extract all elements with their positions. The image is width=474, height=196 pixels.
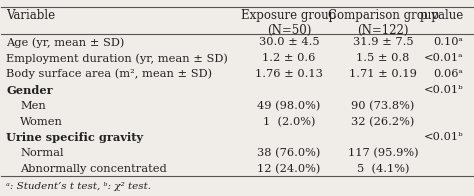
Text: 32 (26.2%): 32 (26.2%) xyxy=(351,117,415,127)
Text: Women: Women xyxy=(20,117,63,127)
Text: 1.2 ± 0.6: 1.2 ± 0.6 xyxy=(262,53,316,63)
Text: 1.71 ± 0.19: 1.71 ± 0.19 xyxy=(349,69,417,79)
Text: 90 (73.8%): 90 (73.8%) xyxy=(351,101,415,111)
Text: 30.0 ± 4.5: 30.0 ± 4.5 xyxy=(258,37,319,47)
Text: Abnormally concentrated: Abnormally concentrated xyxy=(20,164,167,174)
Text: 0.10ᵃ: 0.10ᵃ xyxy=(433,37,463,47)
Text: <0.01ᵇ: <0.01ᵇ xyxy=(423,85,463,95)
Text: <0.01ᵇ: <0.01ᵇ xyxy=(423,132,463,142)
Text: Exposure group
(N=50): Exposure group (N=50) xyxy=(241,9,337,37)
Text: Gender: Gender xyxy=(6,85,53,96)
Text: Normal: Normal xyxy=(20,148,64,158)
Text: Men: Men xyxy=(20,101,46,111)
Text: Employment duration (yr, mean ± SD): Employment duration (yr, mean ± SD) xyxy=(6,53,228,64)
Text: <0.01ᵃ: <0.01ᵃ xyxy=(424,53,463,63)
Text: 1.76 ± 0.13: 1.76 ± 0.13 xyxy=(255,69,323,79)
Text: 38 (76.0%): 38 (76.0%) xyxy=(257,148,320,159)
Text: 49 (98.0%): 49 (98.0%) xyxy=(257,101,320,111)
Text: Body surface area (m², mean ± SD): Body surface area (m², mean ± SD) xyxy=(6,69,212,79)
Text: 1  (2.0%): 1 (2.0%) xyxy=(263,117,315,127)
Text: 5  (4.1%): 5 (4.1%) xyxy=(357,164,410,175)
Text: Variable: Variable xyxy=(6,9,55,22)
Text: 31.9 ± 7.5: 31.9 ± 7.5 xyxy=(353,37,413,47)
Text: 1.5 ± 0.8: 1.5 ± 0.8 xyxy=(356,53,410,63)
Text: Comparison group
(N=122): Comparison group (N=122) xyxy=(328,9,438,37)
Text: 0.06ᵃ: 0.06ᵃ xyxy=(433,69,463,79)
Text: p value: p value xyxy=(420,9,463,22)
Text: 117 (95.9%): 117 (95.9%) xyxy=(348,148,419,159)
Text: Age (yr, mean ± SD): Age (yr, mean ± SD) xyxy=(6,37,125,48)
Text: ᵃ: Student’s t test, ᵇ: χ² test.: ᵃ: Student’s t test, ᵇ: χ² test. xyxy=(6,182,151,191)
Text: Urine specific gravity: Urine specific gravity xyxy=(6,132,143,143)
Text: 12 (24.0%): 12 (24.0%) xyxy=(257,164,320,175)
